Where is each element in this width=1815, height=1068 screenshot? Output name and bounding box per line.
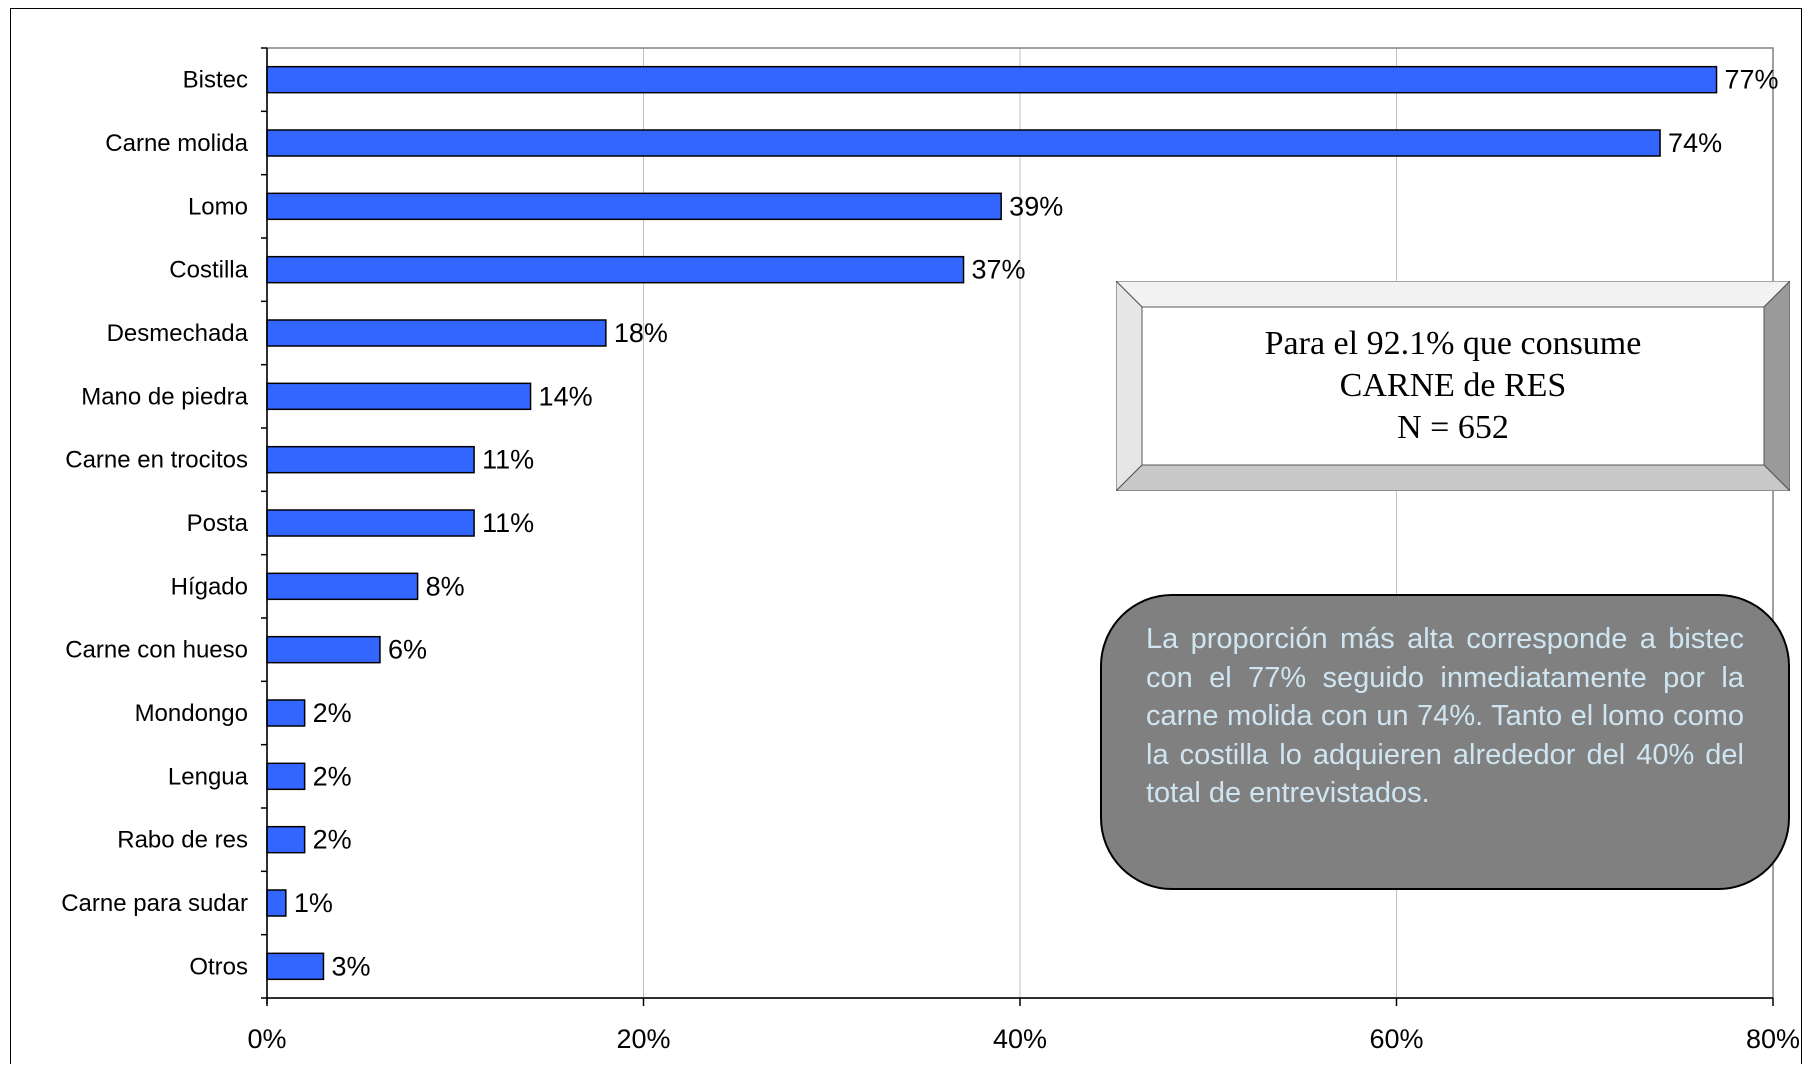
category-label: Otros — [189, 953, 248, 980]
value-label: 39% — [1009, 191, 1063, 221]
x-tick-label: 0% — [247, 1024, 286, 1054]
info-line-3: N = 652 — [1397, 409, 1509, 446]
x-tick-label: 20% — [616, 1024, 670, 1054]
category-label: Carne en trocitos — [65, 447, 248, 474]
value-label: 11% — [482, 445, 534, 475]
bar — [266, 572, 419, 601]
bar — [266, 192, 1002, 221]
bar — [266, 952, 325, 981]
value-label: 3% — [331, 951, 370, 981]
category-label: Lengua — [168, 763, 249, 790]
bar — [266, 635, 381, 664]
bar — [266, 319, 607, 347]
category-label: Rabo de res — [117, 827, 248, 854]
bar — [266, 509, 475, 537]
value-label: 14% — [539, 381, 593, 411]
category-label: Mano de piedra — [81, 383, 248, 410]
bar — [266, 825, 306, 854]
bar — [266, 889, 287, 917]
value-label: 2% — [313, 825, 352, 855]
note-callout: La proporción más alta corresponde a bis… — [1100, 594, 1790, 890]
category-label: Posta — [187, 510, 249, 537]
value-label: 2% — [313, 698, 352, 728]
value-label: 77% — [1725, 65, 1779, 95]
info-box-bevel — [1116, 281, 1790, 491]
value-label: 18% — [614, 318, 668, 348]
info-box: Para el 92.1% que consume CARNE de RES N… — [1116, 281, 1790, 491]
info-line-2: CARNE de RES — [1339, 367, 1567, 404]
bar — [266, 65, 1718, 94]
category-label: Carne con hueso — [65, 637, 248, 664]
value-label: 11% — [482, 508, 534, 538]
bar — [266, 129, 1661, 157]
category-label: Mondongo — [135, 700, 248, 727]
x-tick-label: 60% — [1369, 1024, 1423, 1054]
value-label: 8% — [426, 571, 465, 601]
category-label: Hígado — [171, 573, 248, 600]
bars — [266, 65, 1718, 981]
labels: Bistec 77% Carne molida 74% Lomo 39% Costilla 3… — [61, 65, 1778, 982]
bar — [266, 699, 306, 727]
info-line-1: Para el 92.1% que consume — [1264, 325, 1642, 362]
category-label: Lomo — [188, 193, 248, 220]
bar — [266, 255, 965, 284]
bar — [266, 762, 306, 791]
x-tick-label: 40% — [993, 1024, 1047, 1054]
category-label: Costilla — [169, 257, 248, 284]
value-label: 74% — [1668, 128, 1722, 158]
category-label: Desmechada — [107, 320, 249, 347]
x-tick-label: 80% — [1746, 1024, 1800, 1054]
value-label: 1% — [294, 888, 333, 918]
value-label: 2% — [313, 761, 352, 791]
ticks: 0% 20% 40% 60% 80% — [247, 47, 1800, 1054]
category-label: Bistec — [183, 67, 248, 94]
chart-frame — [10, 8, 1802, 1064]
info-text: Para el 92.1% que consume CARNE de RES N… — [1142, 307, 1764, 465]
bar — [266, 382, 532, 411]
note-text: La proporción más alta corresponde a bis… — [1146, 623, 1744, 809]
value-label: 6% — [388, 635, 427, 665]
category-label: Carne molida — [105, 130, 248, 157]
value-label: 37% — [972, 255, 1026, 285]
category-label: Carne para sudar — [61, 890, 248, 917]
bar — [266, 445, 475, 474]
